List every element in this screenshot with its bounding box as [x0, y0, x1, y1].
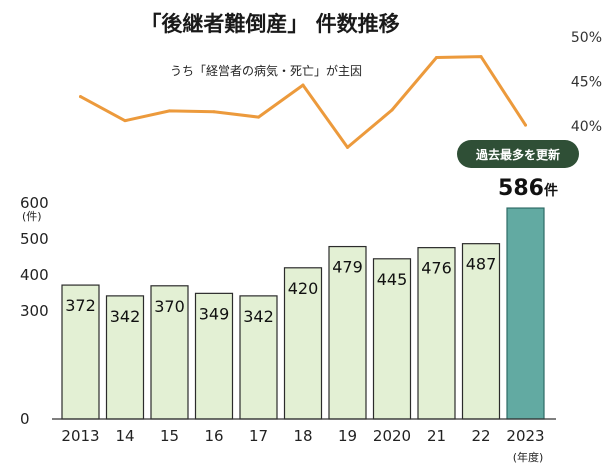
rate-point-19 — [346, 145, 349, 149]
bar-labels: 372 342 370 349 342 420 479 445 476 487 — [65, 255, 496, 326]
record-badge-text: 過去最多を更新 — [475, 147, 560, 162]
x-tick-label: 2013 — [61, 427, 99, 445]
bar-17 — [239, 295, 278, 420]
bar-21 — [417, 247, 456, 420]
bar-value-label: 342 — [243, 307, 274, 326]
line-y-tick-label: 50% — [571, 30, 602, 46]
highlight-value-number: 586 — [498, 176, 544, 201]
bar-value-label: 445 — [377, 270, 408, 289]
bar-2023 — [506, 207, 545, 420]
bars — [61, 207, 545, 420]
bar-15 — [150, 285, 189, 420]
svg-text:586件: 586件 — [498, 176, 558, 201]
bar-value-label: 479 — [332, 258, 363, 277]
bar-18 — [283, 267, 323, 420]
x-tick-label: 17 — [249, 427, 268, 445]
x-tick-label: 15 — [160, 427, 179, 445]
x-tick-label: 2023 — [506, 427, 544, 445]
rate-point-16 — [212, 110, 216, 114]
bar-value-label: 349 — [199, 304, 230, 323]
rate-point-18 — [301, 83, 305, 87]
y-tick-label: 400 — [20, 266, 49, 284]
bar-16 — [194, 292, 234, 420]
bar-value-label: 372 — [65, 296, 96, 315]
rate-points — [79, 55, 527, 149]
line-y-axis: 50% 45% 40% — [571, 30, 602, 135]
y-tick-label: 500 — [20, 230, 49, 248]
line-series-label: うち「経営者の病気・死亡」が主因 — [170, 63, 362, 78]
bar-value-label: 476 — [421, 259, 452, 278]
line-y-tick-label: 40% — [571, 119, 602, 135]
y-tick-label: 600 — [20, 194, 49, 212]
bar-14 — [105, 295, 145, 420]
chart-title: 「後継者難倒産」 件数推移 — [140, 12, 399, 36]
bar-2020 — [372, 258, 412, 420]
x-tick-label: 19 — [338, 427, 357, 445]
rate-point-2020 — [390, 108, 394, 112]
x-tick-label: 2020 — [373, 427, 411, 445]
x-tick-label: 16 — [204, 427, 223, 445]
line-y-tick-label: 45% — [571, 75, 602, 91]
highlight-value-suffix: 件 — [544, 182, 558, 199]
rate-point-21 — [435, 55, 438, 59]
bar-19 — [328, 245, 367, 420]
bar-22 — [461, 243, 501, 420]
rate-point-14 — [123, 119, 127, 123]
x-tick-label: 14 — [115, 427, 134, 445]
x-tick-label: 22 — [471, 427, 490, 445]
rate-point-2013 — [79, 95, 82, 99]
rate-point-17 — [257, 115, 260, 119]
record-badge: 過去最多を更新 — [457, 140, 579, 168]
bar-value-label: 342 — [110, 307, 141, 326]
bar-value-label: 487 — [466, 255, 497, 274]
bar-value-label: 420 — [288, 279, 319, 298]
bar-y-axis: 0 300 400 500 600 — [20, 194, 49, 428]
y-unit-label: (件) — [22, 210, 42, 223]
y-tick-label: 0 — [20, 410, 30, 428]
rate-point-22 — [479, 55, 483, 59]
highlight-value-label: 586件 — [498, 176, 558, 201]
x-unit-label: (年度) — [513, 450, 544, 464]
record-badge-background — [457, 140, 579, 168]
rate-point-2023 — [524, 123, 527, 127]
x-tick-label: 21 — [427, 427, 446, 445]
y-tick-label: 300 — [20, 302, 49, 320]
bar-value-label: 370 — [154, 297, 185, 316]
rate-point-15 — [168, 109, 171, 113]
x-tick-label: 18 — [293, 427, 312, 445]
bar-2013 — [61, 284, 100, 420]
x-axis: 2013 14 15 16 17 18 19 2020 21 22 2023 — [61, 427, 544, 445]
